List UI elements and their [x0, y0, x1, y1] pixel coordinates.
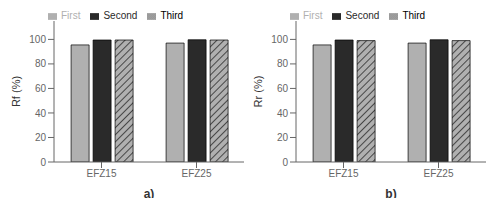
svg-text:Rf (%): Rf (%) [10, 76, 22, 107]
html-text:Third: Third [160, 10, 184, 21]
html-text:First: First [303, 10, 323, 21]
svg-text:a): a) [144, 187, 155, 198]
svg-text:b): b) [385, 187, 396, 198]
svg-text:60: 60 [277, 83, 289, 94]
svg-text:EFZ15: EFZ15 [328, 168, 358, 179]
html-text:Second: Second [103, 10, 138, 21]
svg-text:60: 60 [35, 83, 47, 94]
svg-text:Rr (%): Rr (%) [252, 76, 264, 108]
svg-text:100: 100 [29, 34, 46, 45]
svg-text:80: 80 [277, 58, 289, 69]
html-text:Second: Second [345, 10, 380, 21]
svg-text:20: 20 [277, 132, 289, 143]
svg-text:EFZ15: EFZ15 [86, 168, 116, 179]
svg-text:40: 40 [35, 108, 47, 119]
svg-text:EFZ25: EFZ25 [423, 168, 453, 179]
svg-text:80: 80 [35, 58, 47, 69]
svg-text:0: 0 [282, 157, 288, 168]
html-text:First: First [61, 10, 81, 21]
svg-text:40: 40 [277, 108, 289, 119]
svg-text:100: 100 [271, 34, 288, 45]
svg-text:EFZ25: EFZ25 [181, 168, 211, 179]
html-text:Third: Third [402, 10, 426, 21]
svg-text:20: 20 [35, 132, 47, 143]
svg-text:0: 0 [40, 157, 46, 168]
